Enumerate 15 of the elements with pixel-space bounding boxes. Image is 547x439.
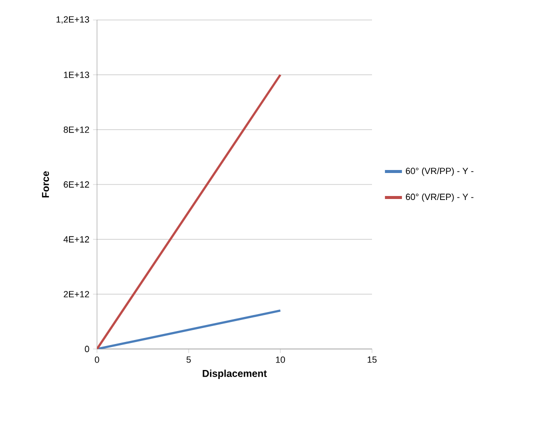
- y-tick-label: 8E+12: [64, 126, 90, 133]
- y-tick-label: 4E+12: [64, 236, 90, 242]
- x-tick-label: 0: [94, 356, 100, 363]
- legend-label: 60° (VR/PP) - Y -: [406, 168, 474, 176]
- y-tick-label: 1E+13: [64, 72, 90, 78]
- x-tick-label: 5: [186, 356, 191, 363]
- y-tick-label: 2E+12: [64, 291, 90, 298]
- x-tick-label: 15: [368, 356, 377, 363]
- y-tick-label: 6E+12: [64, 181, 90, 188]
- x-axis-title: Displacement: [202, 370, 267, 379]
- legend-label: 60° (VR/EP) - Y -: [406, 193, 474, 202]
- y-tick-label: 0: [84, 346, 90, 352]
- y-axis-title: Force: [42, 171, 50, 198]
- x-tick-label: 10: [276, 356, 285, 363]
- y-tick-label: 1,2E+13: [56, 16, 90, 24]
